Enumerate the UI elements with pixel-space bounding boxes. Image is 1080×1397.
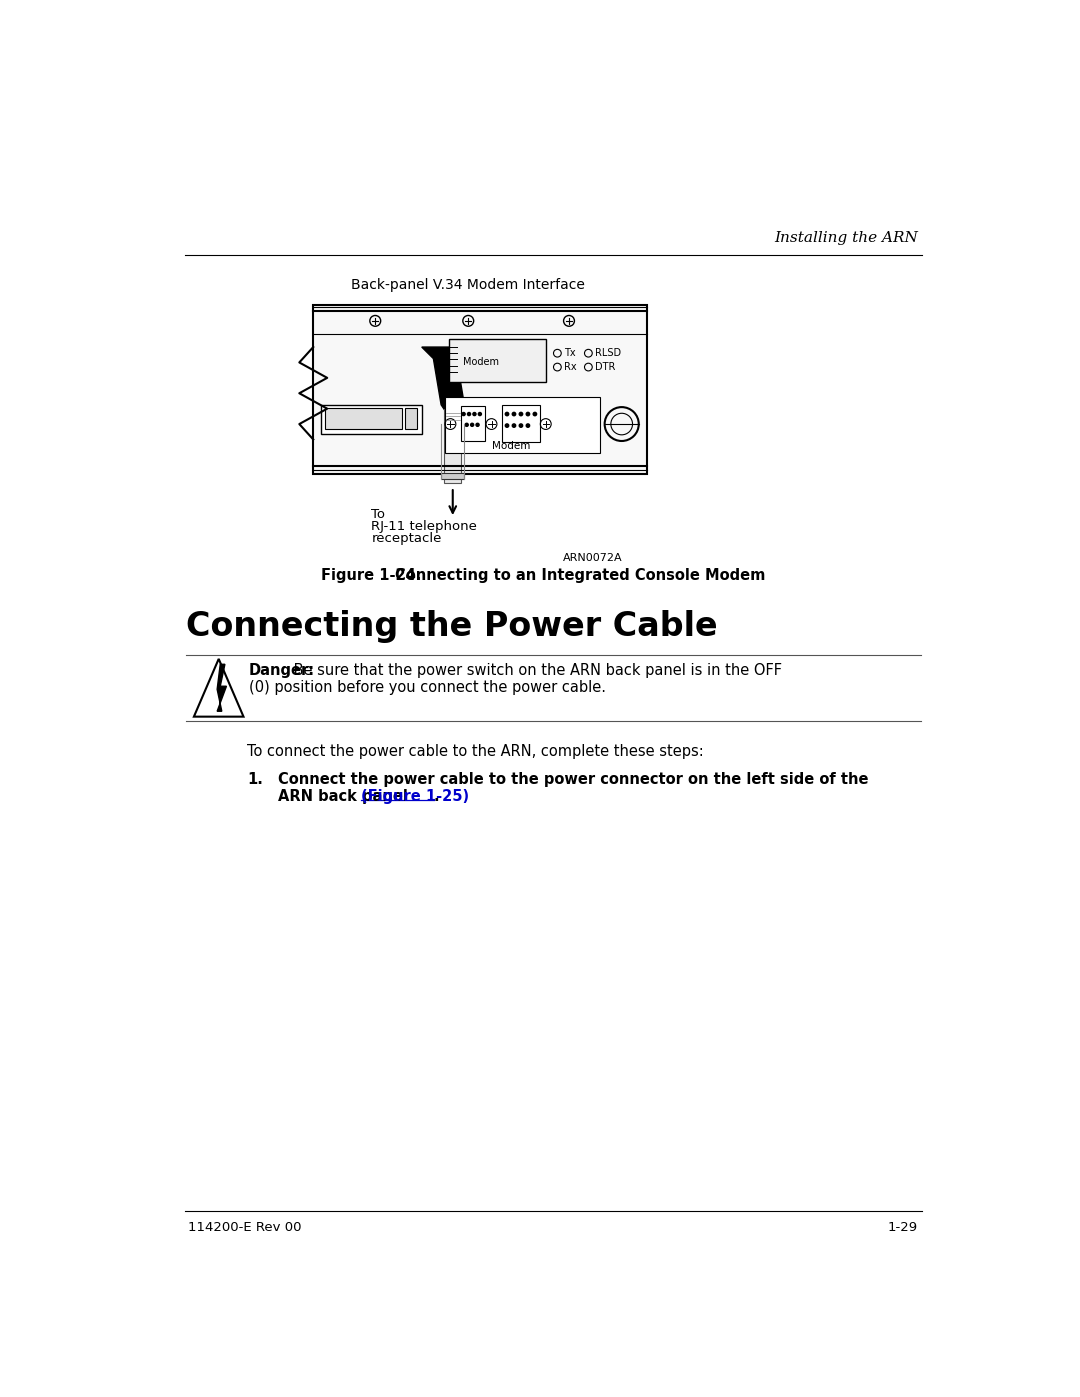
Circle shape (476, 423, 480, 426)
Text: .: . (433, 789, 440, 805)
Circle shape (512, 412, 515, 416)
Bar (325, 408, 403, 429)
Circle shape (534, 412, 537, 416)
Circle shape (519, 412, 523, 416)
Circle shape (512, 423, 515, 427)
Bar (444, 409, 461, 483)
Bar (449, 339, 545, 381)
Text: RLSD: RLSD (595, 348, 621, 358)
Circle shape (526, 412, 529, 416)
Bar (445, 397, 600, 453)
Text: DTR: DTR (595, 362, 616, 372)
Text: Tx: Tx (565, 348, 576, 358)
Text: 1.: 1. (247, 773, 264, 787)
Circle shape (468, 412, 471, 415)
Text: Back-panel V.34 Modem Interface: Back-panel V.34 Modem Interface (351, 278, 585, 292)
Circle shape (462, 412, 465, 415)
Bar (501, 405, 540, 441)
Text: Modem: Modem (491, 441, 530, 451)
Text: Connect the power cable to the power connector on the left side of the: Connect the power cable to the power con… (279, 773, 869, 787)
Text: Rx: Rx (565, 362, 577, 372)
Circle shape (473, 412, 476, 415)
Text: Danger:: Danger: (248, 662, 315, 678)
Text: 1-29: 1-29 (888, 1221, 918, 1234)
Text: Installing the ARN: Installing the ARN (774, 231, 918, 244)
Circle shape (465, 423, 469, 426)
Polygon shape (422, 346, 464, 416)
Bar (441, 474, 464, 479)
Bar (460, 407, 485, 441)
Text: ARN0072A: ARN0072A (563, 553, 622, 563)
Circle shape (505, 412, 509, 416)
Bar (321, 405, 422, 434)
Text: RJ-11 telephone: RJ-11 telephone (372, 520, 477, 532)
Polygon shape (194, 659, 243, 717)
Circle shape (526, 423, 529, 427)
Text: Connecting to an Integrated Console Modem: Connecting to an Integrated Console Mode… (394, 569, 765, 583)
Circle shape (471, 423, 474, 426)
Text: (0) position before you connect the power cable.: (0) position before you connect the powe… (248, 680, 606, 696)
Text: Modem: Modem (463, 358, 499, 367)
Text: receptacle: receptacle (372, 532, 442, 545)
Circle shape (478, 412, 482, 415)
Polygon shape (217, 665, 227, 711)
Text: Connecting the Power Cable: Connecting the Power Cable (186, 610, 718, 644)
Text: To: To (372, 509, 386, 521)
Text: ARN back panel: ARN back panel (279, 789, 414, 805)
Bar (313, 305, 647, 474)
Text: Figure 1-24.: Figure 1-24. (321, 569, 421, 583)
Text: 114200-E Rev 00: 114200-E Rev 00 (188, 1221, 301, 1234)
Bar (405, 408, 417, 429)
Text: (Figure 1-25): (Figure 1-25) (362, 789, 470, 805)
Text: To connect the power cable to the ARN, complete these steps:: To connect the power cable to the ARN, c… (247, 743, 704, 759)
Text: Be sure that the power switch on the ARN back panel is in the OFF: Be sure that the power switch on the ARN… (289, 662, 782, 678)
Circle shape (505, 423, 509, 427)
Circle shape (519, 423, 523, 427)
